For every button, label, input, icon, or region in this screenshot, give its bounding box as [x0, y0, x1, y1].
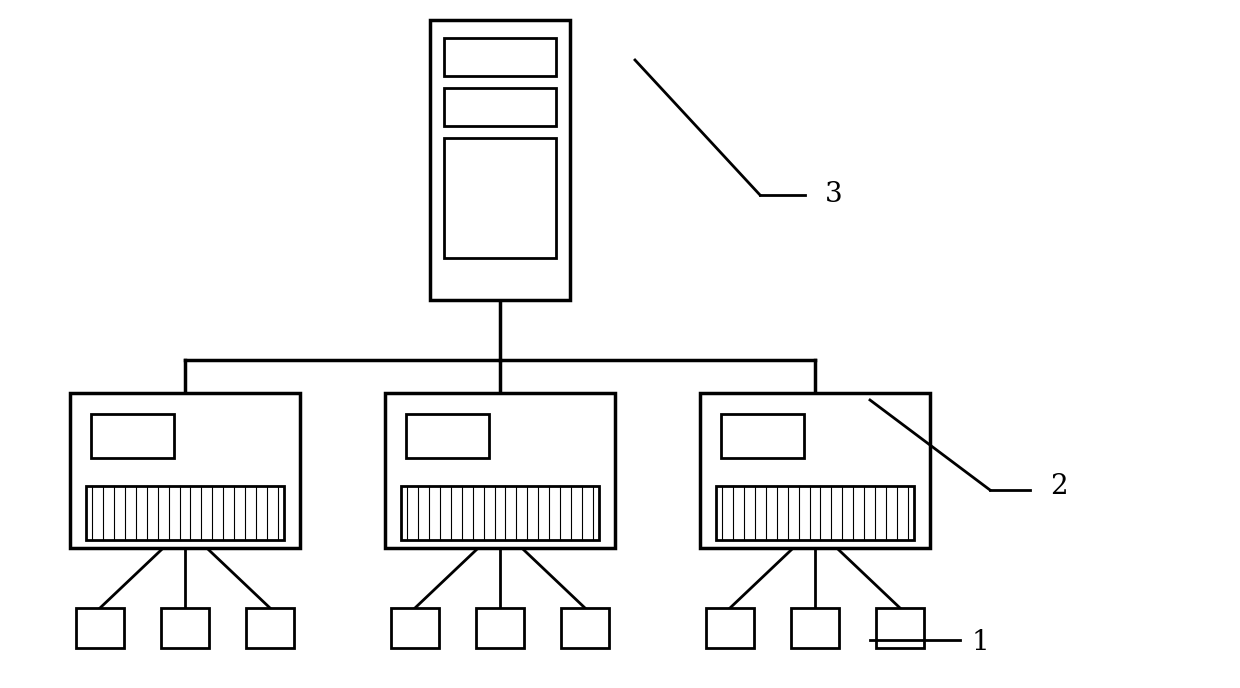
Bar: [701, 392, 930, 548]
Bar: [444, 88, 556, 126]
Text: 1: 1: [972, 629, 990, 656]
Bar: [720, 414, 804, 458]
Bar: [384, 392, 615, 548]
Bar: [560, 608, 609, 648]
Bar: [444, 38, 556, 76]
Text: 2: 2: [1050, 473, 1068, 500]
Bar: [875, 608, 924, 648]
Bar: [717, 486, 914, 540]
Bar: [791, 608, 839, 648]
Bar: [161, 608, 210, 648]
Bar: [401, 486, 599, 540]
Bar: [86, 486, 284, 540]
Bar: [430, 20, 570, 300]
Bar: [91, 414, 174, 458]
Bar: [76, 608, 124, 648]
Bar: [444, 138, 556, 258]
Bar: [391, 608, 439, 648]
Bar: [405, 414, 489, 458]
Text: 3: 3: [825, 182, 843, 208]
Bar: [69, 392, 300, 548]
Bar: [706, 608, 754, 648]
Bar: [476, 608, 525, 648]
Bar: [246, 608, 294, 648]
